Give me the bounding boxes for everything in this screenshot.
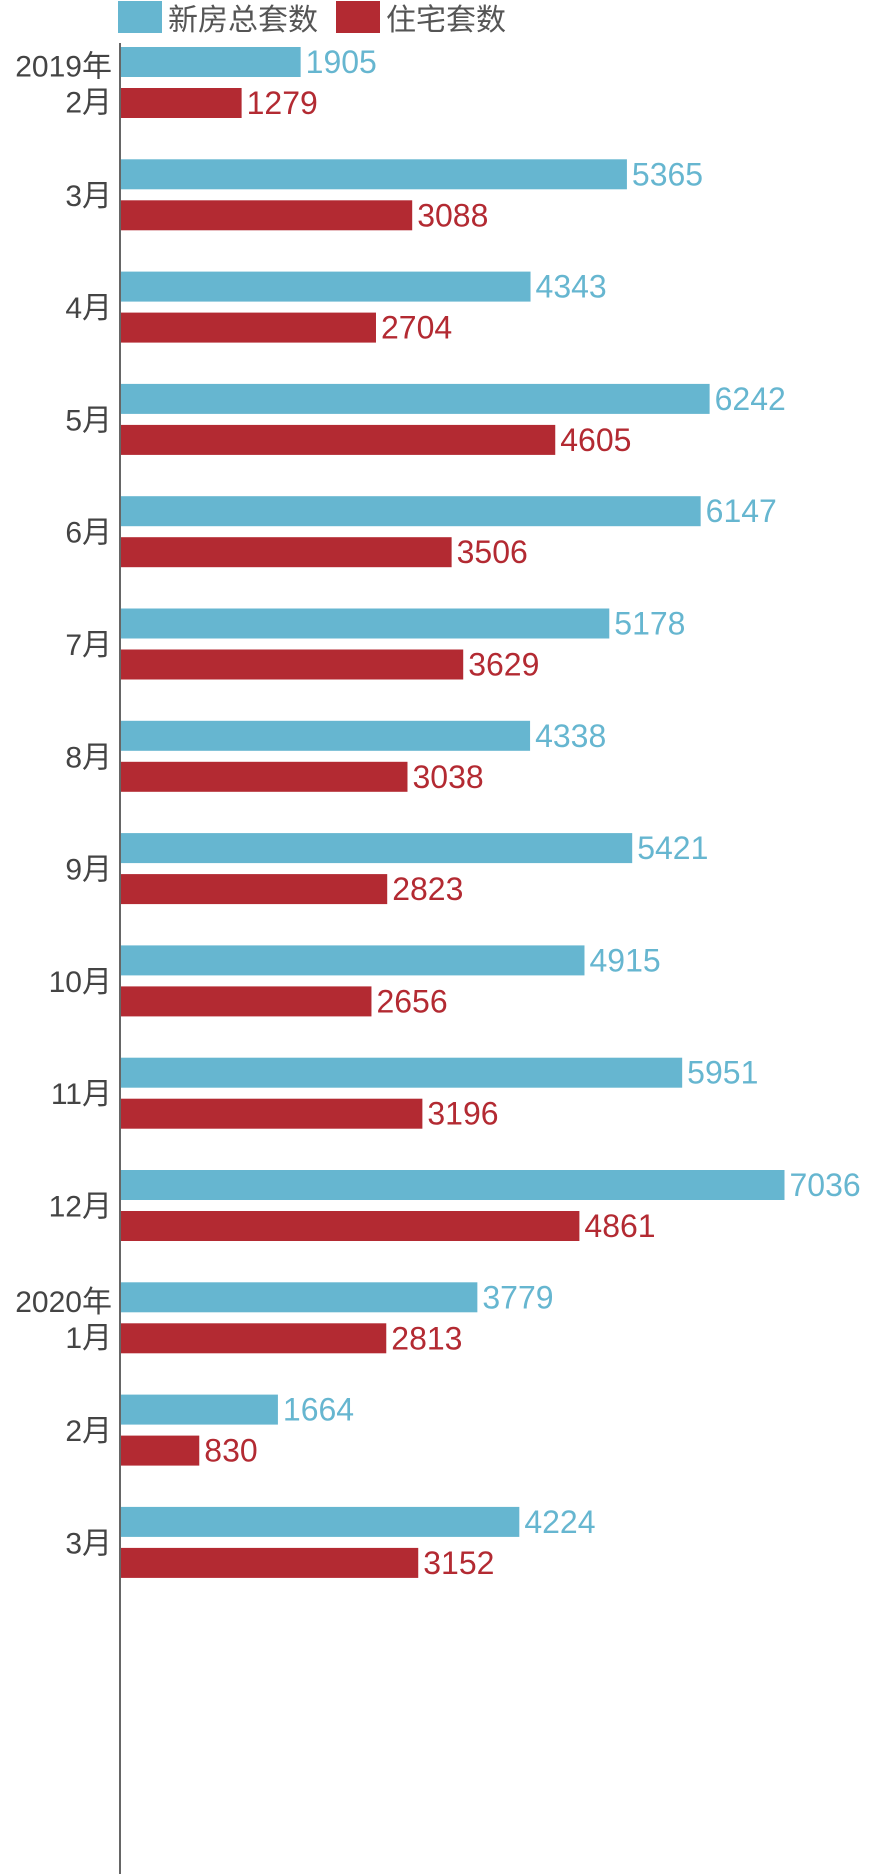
data-label-residential: 3088 bbox=[417, 197, 488, 233]
category-label: 2020年 bbox=[15, 1286, 112, 1319]
bar-residential bbox=[121, 1211, 580, 1241]
category-label: 4月 bbox=[65, 292, 112, 325]
data-label-total: 4224 bbox=[524, 1504, 595, 1540]
bar-total bbox=[121, 47, 301, 77]
bar-residential bbox=[121, 1435, 200, 1466]
bar-total bbox=[121, 1394, 278, 1425]
bar-residential bbox=[121, 649, 464, 680]
bar-total bbox=[121, 1057, 683, 1088]
bar-residential bbox=[121, 1098, 423, 1129]
legend-swatch-residential bbox=[336, 1, 380, 33]
data-label-residential: 3196 bbox=[427, 1096, 498, 1132]
category-label: 11月 bbox=[51, 1078, 112, 1111]
category-label: 10月 bbox=[49, 966, 112, 999]
bar-total bbox=[121, 608, 610, 639]
data-label-residential: 2704 bbox=[381, 310, 452, 346]
data-label-total: 4343 bbox=[536, 269, 607, 305]
data-label-total: 4338 bbox=[535, 718, 606, 754]
category-label: 2月 bbox=[65, 1415, 112, 1448]
bar-residential bbox=[121, 200, 413, 231]
bar-residential bbox=[121, 88, 242, 118]
category-label: 6月 bbox=[65, 517, 112, 550]
bar-total bbox=[121, 159, 627, 190]
data-label-residential: 4605 bbox=[560, 422, 631, 458]
data-label-total: 5421 bbox=[637, 830, 708, 866]
bar-residential bbox=[121, 761, 408, 792]
category-label: 7月 bbox=[65, 629, 112, 662]
bar-residential bbox=[121, 874, 388, 905]
legend-label-total: 新房总套数 bbox=[168, 4, 318, 37]
data-label-residential: 1279 bbox=[247, 85, 318, 121]
data-label-residential: 3038 bbox=[412, 759, 483, 795]
legend-swatch-total bbox=[118, 1, 162, 33]
bar-residential bbox=[121, 537, 452, 568]
category-label: 8月 bbox=[65, 741, 112, 774]
category-label: 3月 bbox=[65, 1527, 112, 1560]
category-label: 12月 bbox=[49, 1191, 112, 1224]
data-label-residential: 2656 bbox=[376, 983, 447, 1019]
bar-total bbox=[121, 1282, 478, 1313]
bar-residential bbox=[121, 1547, 419, 1578]
legend-label-residential: 住宅套数 bbox=[386, 4, 506, 37]
legend-item-total: 新房总套数 bbox=[118, 0, 318, 39]
category-label: 9月 bbox=[65, 854, 112, 887]
category-label: 2019年 bbox=[15, 51, 112, 84]
data-label-total: 7036 bbox=[789, 1167, 860, 1203]
data-label-total: 6147 bbox=[706, 493, 777, 529]
data-label-total: 5365 bbox=[632, 156, 703, 192]
bar-residential bbox=[121, 424, 556, 455]
data-label-residential: 3629 bbox=[468, 647, 539, 683]
data-label-total: 5951 bbox=[687, 1055, 758, 1091]
category-label: 3月 bbox=[65, 180, 112, 213]
data-label-residential: 3506 bbox=[457, 534, 528, 570]
category-label: 1月 bbox=[65, 1322, 112, 1355]
bar-total bbox=[121, 271, 531, 302]
data-label-residential: 3152 bbox=[423, 1545, 494, 1581]
category-label: 5月 bbox=[65, 404, 112, 437]
data-label-total: 1905 bbox=[306, 44, 377, 80]
category-label: 2月 bbox=[65, 87, 112, 120]
bar-total bbox=[121, 833, 633, 864]
data-label-residential: 2813 bbox=[391, 1320, 462, 1356]
data-label-residential: 830 bbox=[204, 1433, 257, 1469]
data-label-total: 3779 bbox=[482, 1279, 553, 1315]
bar-total bbox=[121, 1506, 520, 1537]
data-label-total: 5178 bbox=[614, 606, 685, 642]
data-label-total: 6242 bbox=[715, 381, 786, 417]
data-label-residential: 4861 bbox=[584, 1208, 655, 1244]
bar-total bbox=[121, 720, 531, 751]
data-label-residential: 2823 bbox=[392, 871, 463, 907]
bar-residential bbox=[121, 312, 376, 343]
legend-item-residential: 住宅套数 bbox=[336, 0, 506, 39]
data-label-total: 1664 bbox=[283, 1392, 354, 1428]
bar-residential bbox=[121, 1323, 387, 1354]
bar-total bbox=[121, 496, 701, 527]
bar-total bbox=[121, 383, 710, 414]
bar-total bbox=[121, 945, 585, 976]
data-label-total: 4915 bbox=[589, 942, 660, 978]
legend: 新房总套数 住宅套数 bbox=[118, 0, 524, 37]
bar-residential bbox=[121, 986, 372, 1017]
bar-total bbox=[121, 1170, 785, 1200]
